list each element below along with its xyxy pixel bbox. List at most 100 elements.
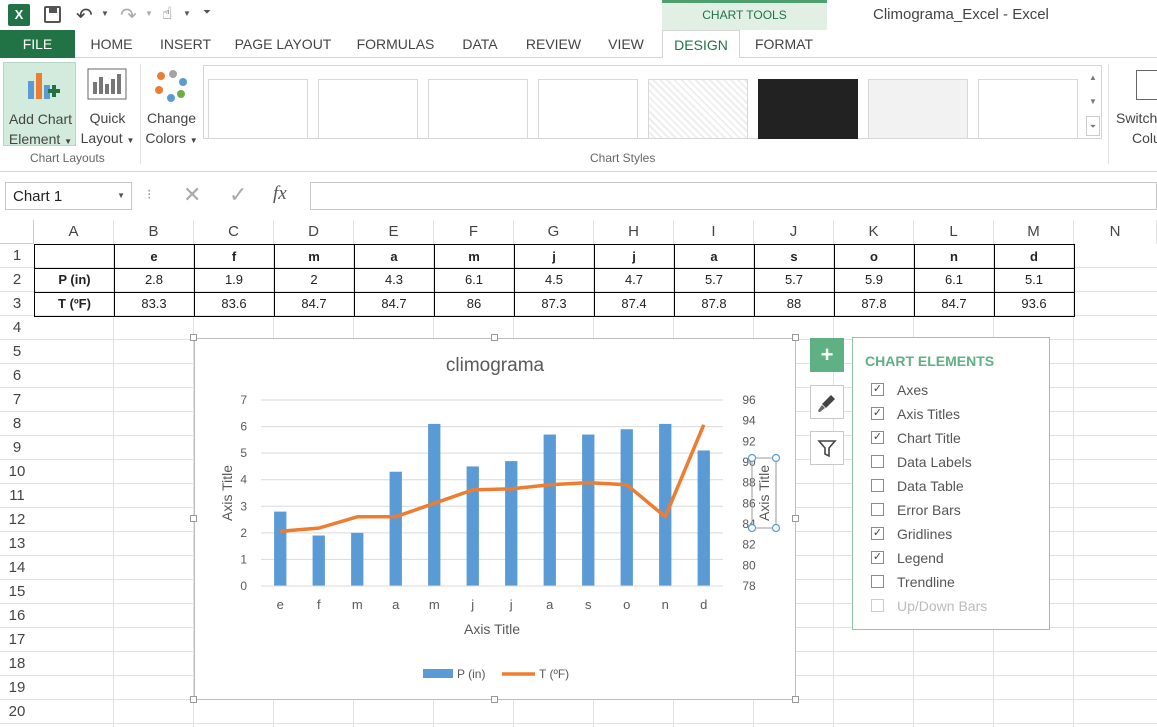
column-header-D[interactable]: D [274, 220, 354, 244]
touch-mode-icon[interactable]: ☝ [162, 4, 173, 23]
save-icon[interactable] [44, 6, 61, 23]
row-header-13[interactable]: 13 [0, 532, 34, 556]
legend-label-precipitation[interactable]: P (in) [457, 667, 485, 681]
cell-C3[interactable]: 83.6 [194, 292, 275, 317]
redo-dropdown-icon[interactable]: ▼ [145, 9, 153, 18]
cell-C2[interactable]: 1.9 [194, 268, 275, 293]
y2-axis-title-handle[interactable] [747, 453, 757, 463]
switch-row-column-button[interactable]: Switch Colu [1112, 62, 1157, 146]
row-header-3[interactable]: 3 [0, 292, 34, 316]
checkbox-trendline[interactable] [871, 575, 884, 588]
chart-style-3[interactable] [428, 79, 528, 139]
chart-resize-handle[interactable] [491, 334, 498, 341]
column-header-N[interactable]: N [1074, 220, 1157, 244]
chart-style-2[interactable] [318, 79, 418, 139]
row-header-19[interactable]: 19 [0, 676, 34, 700]
tab-format[interactable]: FORMAT [754, 36, 814, 52]
row-header-10[interactable]: 10 [0, 460, 34, 484]
cell-A3[interactable]: T (ºF) [34, 292, 115, 317]
chart-resize-handle[interactable] [491, 696, 498, 703]
y2-axis-title-handle[interactable] [747, 523, 757, 533]
quick-layout-button[interactable]: Quick Layout ▼ [80, 62, 135, 146]
cell-B3[interactable]: 83.3 [114, 292, 195, 317]
cell-B1[interactable]: e [114, 244, 195, 269]
tab-page-layout[interactable]: PAGE LAYOUT [234, 36, 332, 52]
gallery-more-icon[interactable]: ⏷ [1086, 116, 1100, 136]
column-header-L[interactable]: L [914, 220, 994, 244]
cell-L3[interactable]: 84.7 [914, 292, 995, 317]
bar-3[interactable] [351, 532, 364, 586]
tab-home[interactable]: HOME [90, 36, 133, 52]
column-header-F[interactable]: F [434, 220, 514, 244]
checkbox-axis-titles[interactable]: ✓ [871, 407, 884, 420]
tab-data[interactable]: DATA [462, 36, 498, 52]
cell-K3[interactable]: 87.8 [834, 292, 915, 317]
row-header-9[interactable]: 9 [0, 436, 34, 460]
row-header-18[interactable]: 18 [0, 652, 34, 676]
cell-K1[interactable]: o [834, 244, 915, 269]
y2-axis-title[interactable]: Axis Title [756, 465, 772, 521]
cell-F1[interactable]: m [434, 244, 515, 269]
chart-elements-button[interactable]: + [810, 338, 844, 372]
chart-resize-handle[interactable] [190, 515, 197, 522]
column-header-H[interactable]: H [594, 220, 674, 244]
temperature-line[interactable] [280, 424, 706, 533]
bar-10[interactable] [620, 429, 633, 586]
bar-2[interactable] [312, 535, 325, 586]
chart-style-1[interactable] [208, 79, 308, 139]
tab-review[interactable]: REVIEW [525, 36, 582, 52]
cell-D3[interactable]: 84.7 [274, 292, 355, 317]
cell-D2[interactable]: 2 [274, 268, 355, 293]
row-header-8[interactable]: 8 [0, 412, 34, 436]
column-header-I[interactable]: I [674, 220, 754, 244]
cell-C1[interactable]: f [194, 244, 275, 269]
cell-H3[interactable]: 87.4 [594, 292, 675, 317]
cell-A2[interactable]: P (in) [34, 268, 115, 293]
cell-E2[interactable]: 4.3 [354, 268, 435, 293]
chart-resize-handle[interactable] [792, 334, 799, 341]
tab-file[interactable]: FILE [0, 30, 75, 58]
checkbox-data-table[interactable] [871, 479, 884, 492]
column-header-M[interactable]: M [994, 220, 1074, 244]
cell-H2[interactable]: 4.7 [594, 268, 675, 293]
chart-style-6[interactable] [758, 79, 858, 139]
formula-input[interactable] [310, 182, 1157, 210]
cell-M1[interactable]: d [994, 244, 1075, 269]
legend-label-temperature[interactable]: T (ºF) [539, 667, 569, 681]
chart-style-8[interactable] [978, 79, 1078, 139]
bar-12[interactable] [697, 450, 710, 586]
cell-J2[interactable]: 5.7 [754, 268, 835, 293]
chart-style-4[interactable] [538, 79, 638, 139]
column-header-J[interactable]: J [754, 220, 834, 244]
cell-M2[interactable]: 5.1 [994, 268, 1075, 293]
chart-style-5[interactable] [648, 79, 748, 139]
cell-G2[interactable]: 4.5 [514, 268, 595, 293]
cell-K2[interactable]: 5.9 [834, 268, 915, 293]
y2-axis-title-handle[interactable] [771, 523, 781, 533]
y2-axis-title-handle[interactable] [771, 453, 781, 463]
tab-design[interactable]: DESIGN [662, 30, 740, 59]
chart-resize-handle[interactable] [792, 696, 799, 703]
row-header-11[interactable]: 11 [0, 484, 34, 508]
cell-L1[interactable]: n [914, 244, 995, 269]
cell-E1[interactable]: a [354, 244, 435, 269]
column-header-B[interactable]: B [114, 220, 194, 244]
name-box[interactable]: Chart 1 ▼ [5, 182, 132, 210]
column-header-E[interactable]: E [354, 220, 434, 244]
cell-F3[interactable]: 86 [434, 292, 515, 317]
cell-D1[interactable]: m [274, 244, 355, 269]
cell-J1[interactable]: s [754, 244, 835, 269]
undo-icon[interactable]: ↶ [76, 5, 93, 27]
gallery-scroll-up-icon[interactable]: ▲ [1089, 73, 1097, 82]
cell-I2[interactable]: 5.7 [674, 268, 755, 293]
cell-L2[interactable]: 6.1 [914, 268, 995, 293]
cell-B2[interactable]: 2.8 [114, 268, 195, 293]
row-header-15[interactable]: 15 [0, 580, 34, 604]
chart-filters-button[interactable] [810, 431, 844, 465]
checkbox-legend[interactable]: ✓ [871, 551, 884, 564]
cell-I1[interactable]: a [674, 244, 755, 269]
column-header-C[interactable]: C [194, 220, 274, 244]
row-header-4[interactable]: 4 [0, 316, 34, 340]
chart-resize-handle[interactable] [190, 696, 197, 703]
chart-style-7[interactable] [868, 79, 968, 139]
